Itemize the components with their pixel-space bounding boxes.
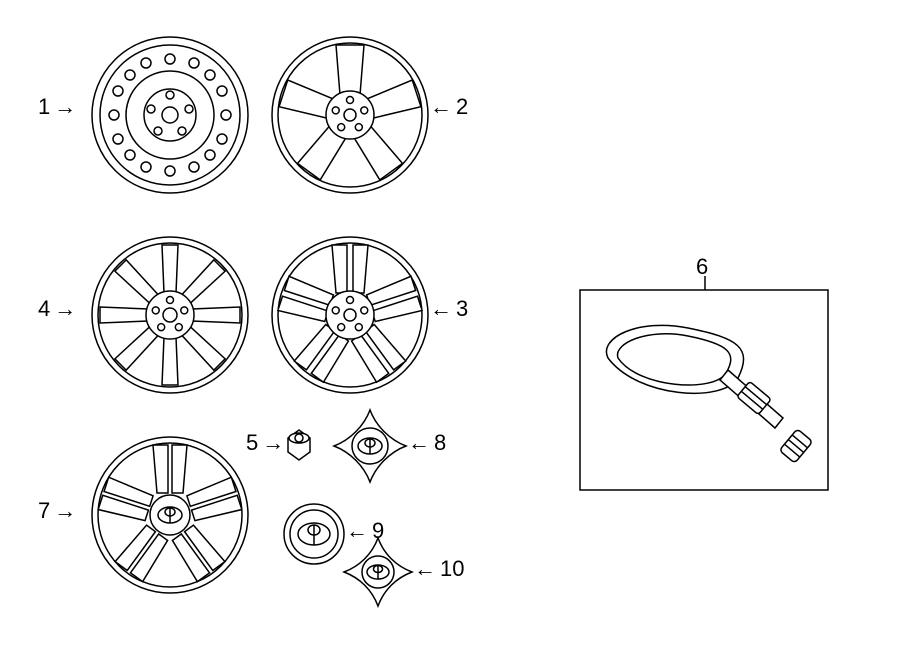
arrow-right-icon: → [262, 432, 284, 454]
arrow-right-icon: → [54, 96, 76, 118]
callout-6-leader [700, 276, 710, 290]
callout-1: 1 → [38, 96, 76, 118]
callout-number: 6 [696, 256, 708, 278]
part-2-alloy-5spoke [270, 35, 430, 195]
callout-number: 5 [246, 432, 258, 454]
callout-4: 4 → [38, 298, 76, 320]
part-9-center-cap-round [282, 502, 346, 566]
callout-number: 8 [434, 432, 446, 454]
callout-number: 2 [456, 96, 468, 118]
callout-10: ← 10 [414, 558, 464, 580]
callout-number: 1 [38, 96, 50, 118]
part-4-alloy-8spoke [90, 235, 250, 395]
part-6-tpms-sensor [578, 288, 830, 492]
part-1-steel-wheel [90, 35, 250, 195]
part-3-alloy-5split [270, 235, 430, 395]
callout-number: 7 [38, 500, 50, 522]
arrow-left-icon: ← [408, 432, 430, 454]
callout-9: ← 9 [346, 520, 384, 542]
callout-number: 10 [440, 558, 464, 580]
callout-number: 4 [38, 298, 50, 320]
callout-7: 7 → [38, 500, 76, 522]
callout-number: 3 [456, 298, 468, 320]
arrow-right-icon: → [54, 298, 76, 320]
parts-diagram: 1 → ← 2 ← 3 4 → 5 → 6 7 → ← 8 ← 9 ← 10 [0, 0, 900, 661]
callout-8: ← 8 [408, 432, 446, 454]
arrow-left-icon: ← [430, 96, 452, 118]
part-5-lug-nut [284, 428, 314, 462]
callout-3: ← 3 [430, 298, 468, 320]
callout-6: 6 [696, 256, 708, 278]
arrow-left-icon: ← [346, 520, 368, 542]
arrow-right-icon: → [54, 500, 76, 522]
part-7-wheel-cover [90, 435, 250, 595]
callout-number: 9 [372, 520, 384, 542]
part-8-center-cap-star [332, 408, 408, 484]
arrow-left-icon: ← [430, 298, 452, 320]
arrow-left-icon: ← [414, 558, 436, 580]
part-10-center-cap-star [342, 536, 414, 608]
callout-5: 5 → [246, 432, 284, 454]
callout-2: ← 2 [430, 96, 468, 118]
